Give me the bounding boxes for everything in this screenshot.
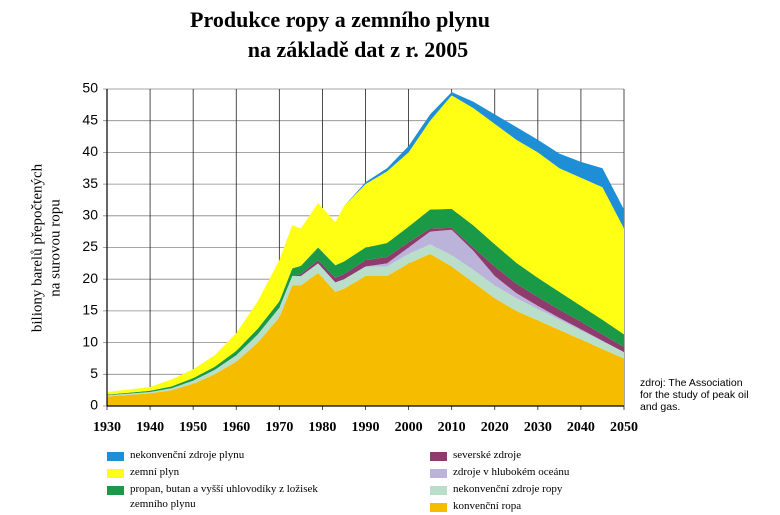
legend-swatch bbox=[107, 486, 124, 495]
legend-item: zdroje v hlubokém oceánu bbox=[430, 466, 658, 480]
x-tick-label: 2000 bbox=[395, 420, 423, 435]
legend-label: nekonvenční zdroje ropy bbox=[453, 483, 563, 495]
legend-label: propan, butan a vyšší uhlovodíky z ložis… bbox=[130, 483, 318, 510]
x-tick-label: 2040 bbox=[567, 420, 595, 435]
y-tick-label: 40 bbox=[82, 143, 98, 159]
legend-label: konvenční ropa bbox=[453, 500, 522, 512]
legend-item: nekonvenční zdroje plynu bbox=[107, 449, 335, 463]
x-tick-label: 2020 bbox=[481, 420, 509, 435]
legend-swatch bbox=[430, 469, 447, 478]
chart-title: Produkce ropy a zemního plynu bbox=[190, 7, 490, 32]
legend-item: nekonvenční zdroje ropy bbox=[430, 483, 658, 497]
legend-item: propan, butan a vyšší uhlovodíky z ložis… bbox=[107, 483, 335, 512]
source-note: for the study of peak oil bbox=[640, 389, 749, 401]
legend-label: zemní plyn bbox=[130, 466, 180, 478]
y-tick-label: 35 bbox=[82, 175, 98, 191]
y-tick-label: 15 bbox=[82, 302, 98, 318]
legend-label: zdroje v hlubokém oceánu bbox=[453, 466, 570, 478]
area bbox=[107, 253, 624, 406]
area bbox=[107, 227, 624, 396]
legend-item: severské zdroje bbox=[430, 449, 658, 463]
x-tick-label: 2030 bbox=[524, 420, 552, 435]
legend-swatch bbox=[430, 486, 447, 495]
area bbox=[107, 244, 624, 397]
y-tick-label: 45 bbox=[82, 111, 98, 127]
legend-label: nekonvenční zdroje plynu bbox=[130, 449, 245, 461]
y-tick-label: 10 bbox=[82, 333, 98, 349]
x-tick-label: 2010 bbox=[438, 420, 466, 435]
y-axis-label: na surovou ropu bbox=[47, 199, 63, 297]
x-tick-label: 1960 bbox=[222, 420, 250, 435]
legend-label: severské zdroje bbox=[453, 449, 522, 461]
y-tick-label: 30 bbox=[82, 207, 98, 223]
legend-swatch bbox=[107, 452, 124, 461]
legend-item: zemní plyn bbox=[107, 466, 335, 480]
y-tick-label: 50 bbox=[82, 80, 98, 96]
x-tick-label: 1990 bbox=[352, 420, 380, 435]
y-tick-label: 25 bbox=[82, 238, 98, 254]
y-tick-label: 0 bbox=[90, 397, 98, 413]
source-note: and gas. bbox=[640, 401, 680, 413]
legend-swatch bbox=[430, 452, 447, 461]
x-tick-label: 2050 bbox=[610, 420, 638, 435]
legend-swatch bbox=[430, 503, 447, 512]
x-tick-label: 1930 bbox=[93, 420, 121, 435]
source-note: zdroj: The Association bbox=[640, 377, 743, 389]
x-tick-label: 1950 bbox=[179, 420, 207, 435]
x-tick-label: 1970 bbox=[265, 420, 293, 435]
chart-title: na základě dat z r. 2005 bbox=[248, 37, 468, 62]
legend-swatch bbox=[107, 469, 124, 478]
x-tick-label: 1940 bbox=[136, 420, 164, 435]
x-tick-label: 1980 bbox=[308, 420, 336, 435]
y-tick-label: 20 bbox=[82, 270, 98, 286]
y-tick-label: 5 bbox=[90, 365, 98, 381]
area bbox=[107, 208, 624, 396]
legend-item: konvenční ropa bbox=[430, 500, 658, 514]
y-axis-label: biliony barelů přepočtených bbox=[29, 163, 45, 332]
area bbox=[107, 95, 624, 395]
